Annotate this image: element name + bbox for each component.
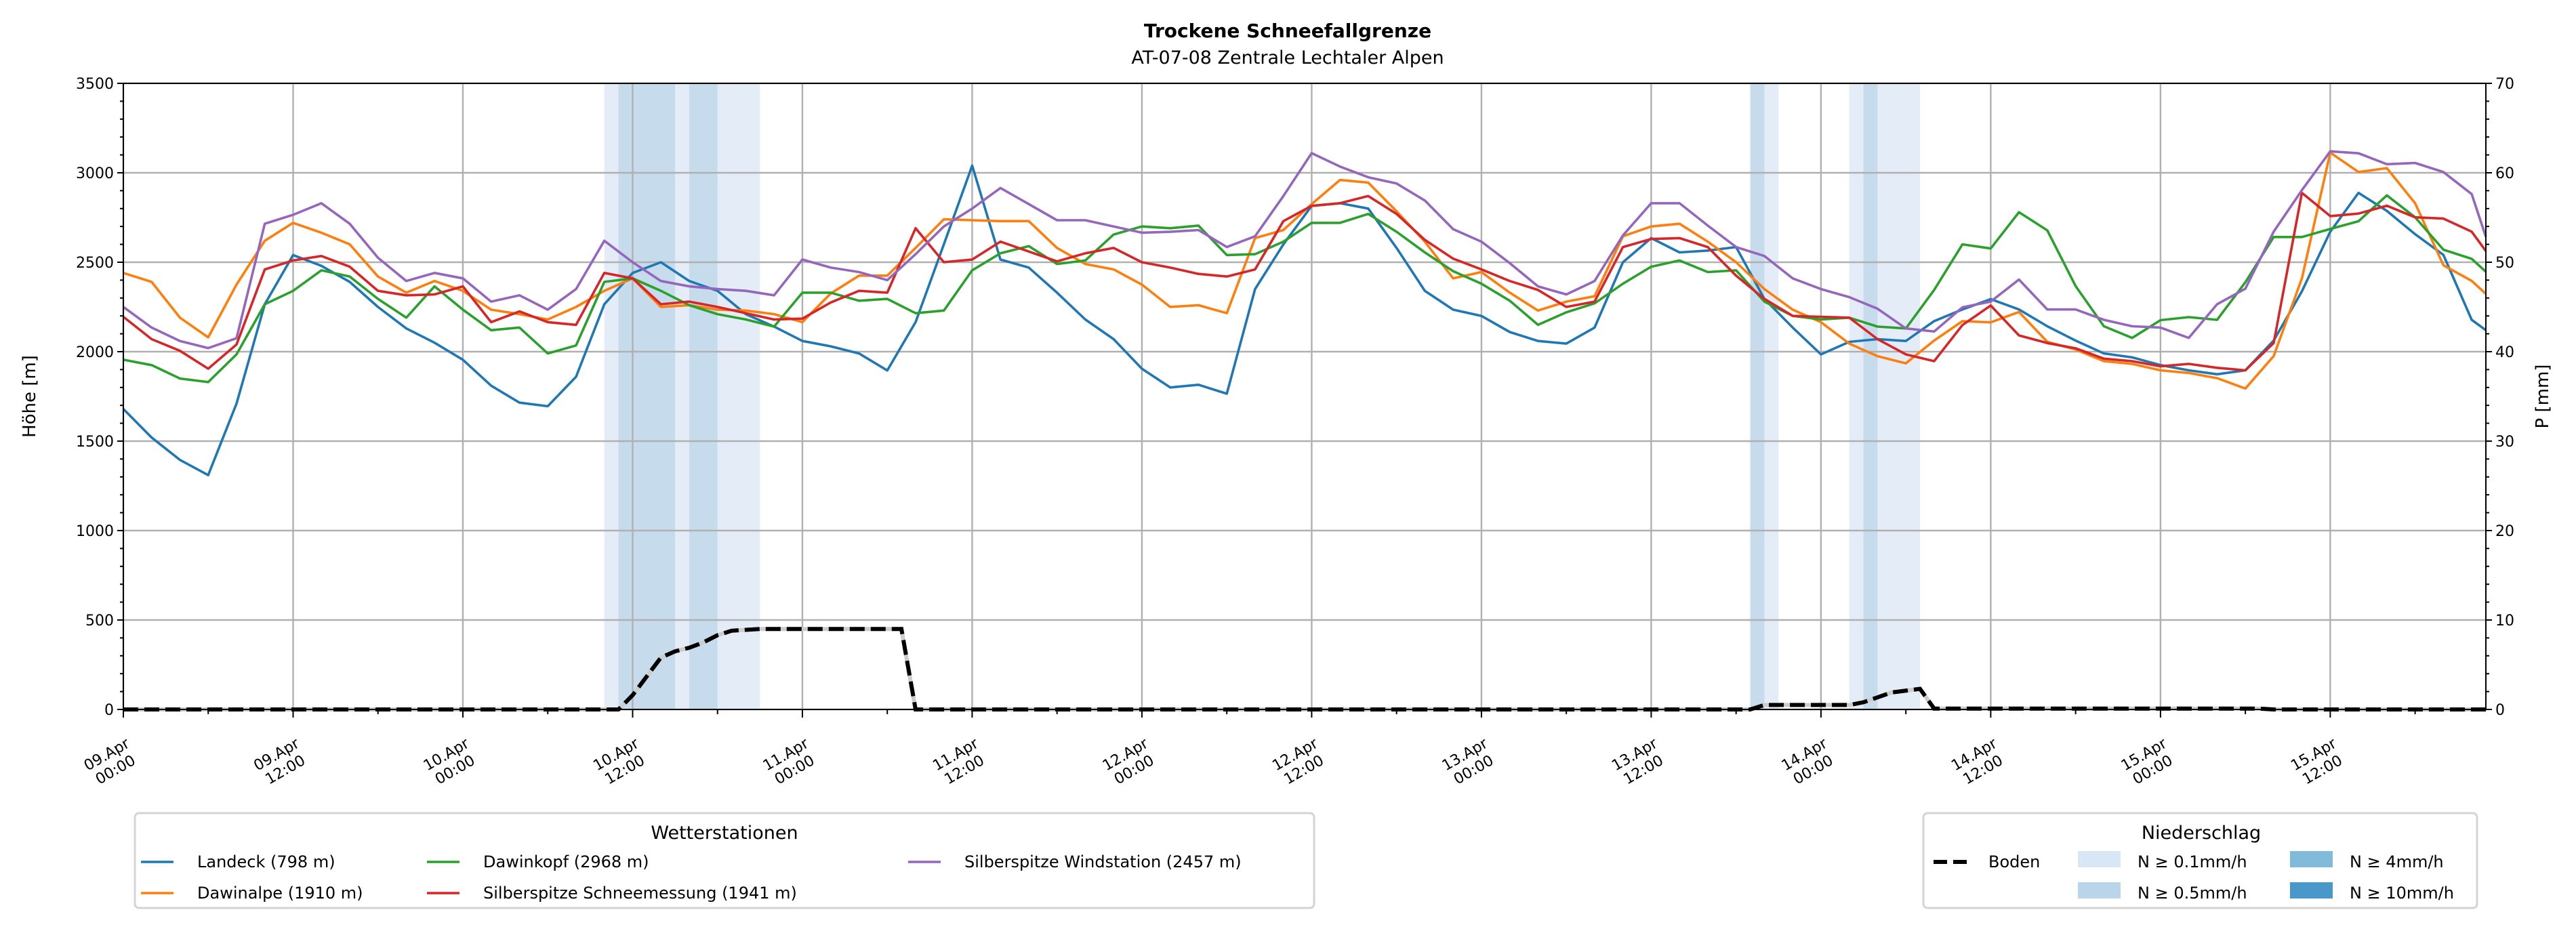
legend-label: Landeck (798 m) xyxy=(197,852,335,871)
chart-subtitle: AT-07-08 Zentrale Lechtaler Alpen xyxy=(1131,47,1444,68)
legend-entry-precip: N ≥ 4mm/h xyxy=(2290,851,2444,871)
y-right-tick-label: 50 xyxy=(2495,255,2514,272)
y-right-tick-label: 10 xyxy=(2495,613,2514,629)
y-tick-label: 1500 xyxy=(76,434,114,451)
y-axis-right-label: P [mm] xyxy=(2533,365,2553,429)
legend-label: N ≥ 0.5mm/h xyxy=(2138,884,2247,903)
chart-title: Trockene Schneefallgrenze xyxy=(1144,20,1431,42)
y-tick-label: 1000 xyxy=(76,523,114,540)
precipitation-bands xyxy=(604,83,1921,709)
precip-band xyxy=(1863,83,1878,709)
legend-label: N ≥ 4mm/h xyxy=(2350,852,2444,871)
series-line-1 xyxy=(123,151,2487,390)
y-tick-label: 0 xyxy=(104,702,114,719)
legend-entry-precip: N ≥ 10mm/h xyxy=(2290,882,2454,903)
legend-swatch xyxy=(2078,851,2121,867)
legend-entry-boden: Boden xyxy=(1934,852,2040,871)
series-line-2 xyxy=(123,194,2487,384)
legend-entry-precip: N ≥ 0.1mm/h xyxy=(2078,851,2247,871)
legend-label: N ≥ 0.1mm/h xyxy=(2138,852,2247,871)
legend-entry-station: Dawinkopf (2968 m) xyxy=(427,852,649,871)
y-tick-label: 3000 xyxy=(76,165,114,182)
y-right-tick-label: 70 xyxy=(2495,76,2514,93)
precip-band xyxy=(1849,83,1921,709)
y-right-tick-label: 40 xyxy=(2495,344,2514,361)
grid-lines xyxy=(122,82,2486,711)
legend-swatch xyxy=(2078,882,2121,899)
legend-label: N ≥ 10mm/h xyxy=(2350,884,2454,903)
boden-line-halo xyxy=(123,627,2486,711)
y-tick-label: 3500 xyxy=(76,76,114,93)
y-right-tick-label: 0 xyxy=(2495,702,2505,719)
legend-precip: Niederschlag Boden N ≥ 0.1mm/h N ≥ 0.5mm/h… xyxy=(1922,812,2478,909)
y-right-tick-label: 30 xyxy=(2495,434,2514,451)
legend-entry-precip: N ≥ 0.5mm/h xyxy=(2078,882,2247,903)
legend-entry-station: Silberspitze Schneemessung (1941 m) xyxy=(427,884,797,903)
axes: 0 500 1000 1500 2000 2500 3000 3500 0 10 20 30 40 50 6… xyxy=(76,76,2514,789)
y-axis-label: Höhe [m] xyxy=(20,355,40,438)
precip-band xyxy=(689,83,718,709)
series-line-3 xyxy=(122,191,2487,372)
legend-label: Dawinalpe (1910 m) xyxy=(197,884,363,903)
y-tick-label: 2500 xyxy=(76,255,114,272)
y-tick-label: 2000 xyxy=(76,344,114,361)
legend-entry-station: Landeck (798 m) xyxy=(141,852,335,871)
legend-label: Dawinkopf (2968 m) xyxy=(483,852,649,871)
boden-line xyxy=(123,627,2486,711)
legend-entry-station: Dawinalpe (1910 m) xyxy=(141,884,363,903)
precip-band xyxy=(618,83,676,709)
precip-band xyxy=(1750,83,1765,709)
y-right-tick-label: 20 xyxy=(2495,523,2514,540)
y-right-tick-label: 60 xyxy=(2495,165,2514,182)
series-line-4 xyxy=(122,150,2487,350)
legend-stations: Wetterstationen Landeck (798 m) Dawinalpe… xyxy=(134,812,1315,909)
series-lines xyxy=(122,150,2487,711)
legend-stations-title: Wetterstationen xyxy=(651,823,798,844)
legend-precip-frame xyxy=(1922,812,2478,909)
legend-precip-title: Niederschlag xyxy=(2142,823,2261,844)
legend-stations-frame xyxy=(134,812,1315,909)
legend-entry-station: Silberspitze Windstation (2457 m) xyxy=(908,852,1242,871)
legend-label: Boden xyxy=(1988,852,2040,871)
legend-swatch xyxy=(2290,851,2333,867)
legend-swatch xyxy=(2290,882,2333,899)
legend-label: Silberspitze Schneemessung (1941 m) xyxy=(483,884,797,903)
legend-label: Silberspitze Windstation (2457 m) xyxy=(964,852,1242,871)
y-tick-label: 500 xyxy=(85,613,114,629)
